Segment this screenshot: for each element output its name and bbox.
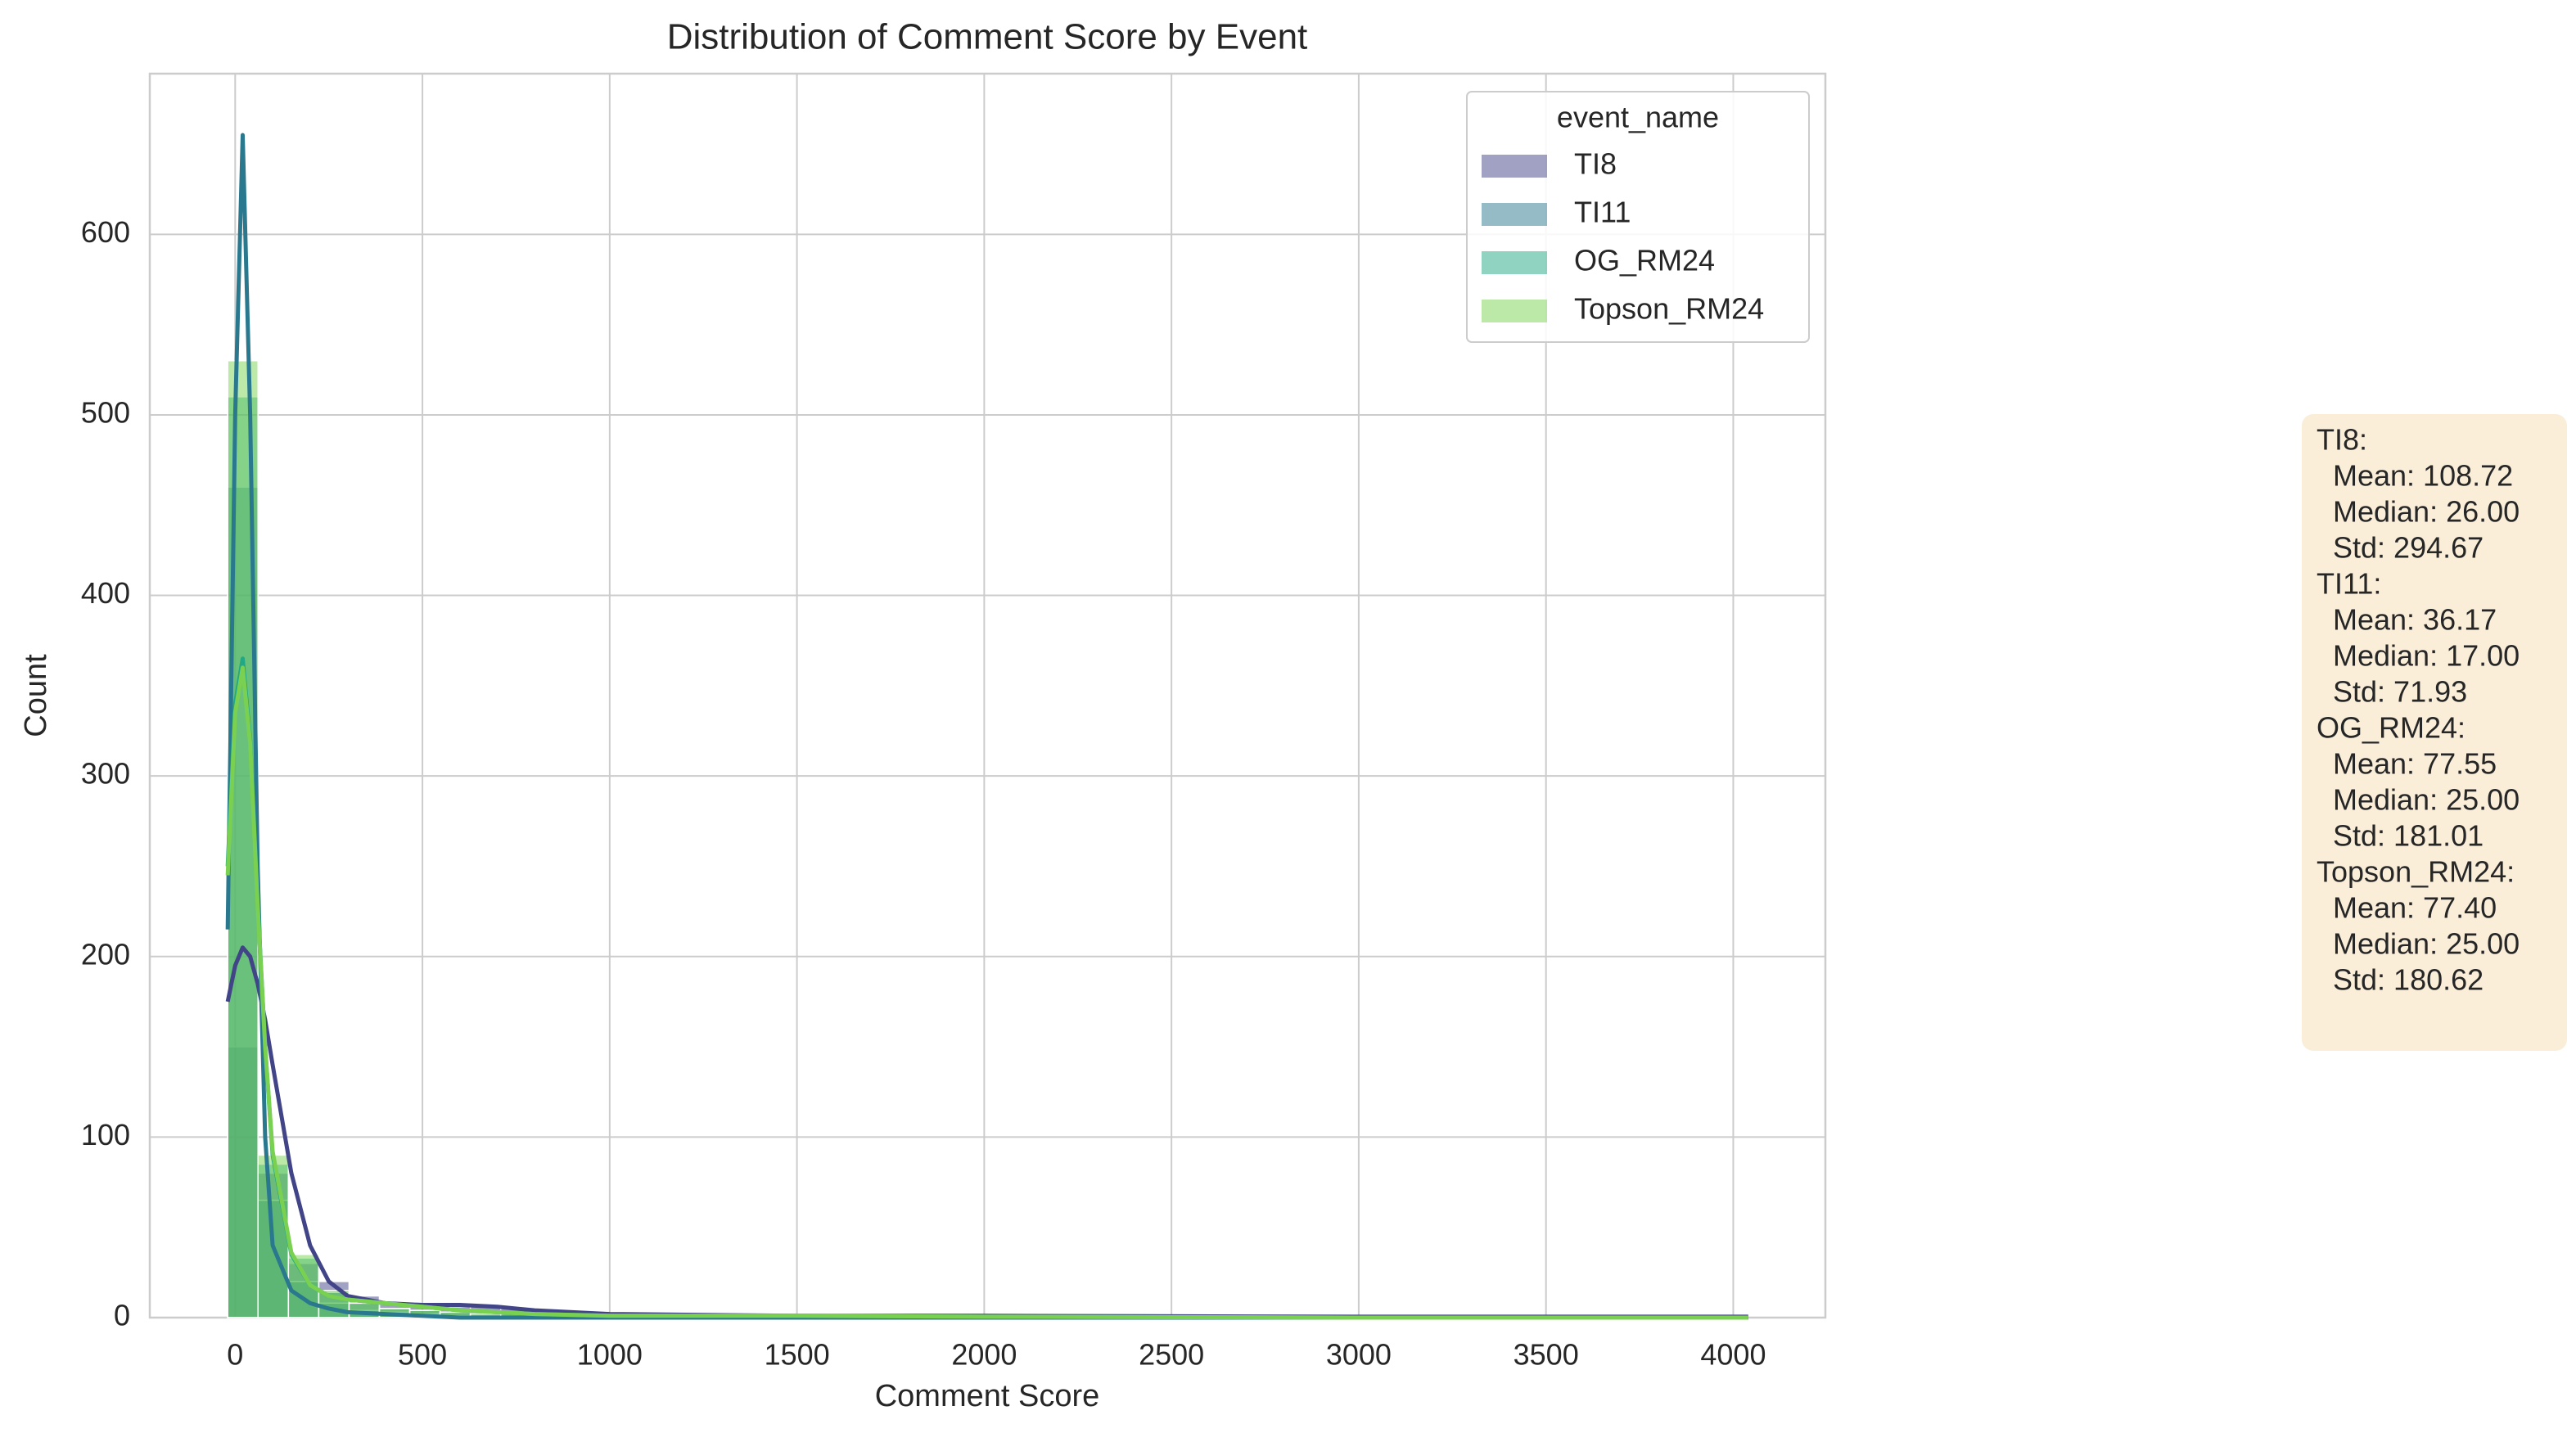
y-axis-label: Count bbox=[19, 654, 53, 737]
legend-swatch bbox=[1482, 203, 1547, 226]
y-tick-label: 500 bbox=[81, 395, 130, 429]
x-tick-label: 1000 bbox=[577, 1338, 643, 1372]
x-tick-label: 4000 bbox=[1700, 1338, 1766, 1372]
legend-title: event_name bbox=[1557, 101, 1719, 134]
stats-line: Median: 26.00 bbox=[2317, 495, 2520, 529]
legend-label: OG_RM24 bbox=[1574, 244, 1715, 277]
y-tick-label: 200 bbox=[81, 937, 130, 971]
stats-line: Std: 181.01 bbox=[2317, 819, 2484, 853]
stats-box bbox=[2302, 414, 2567, 1051]
y-tick-label: 600 bbox=[81, 215, 130, 249]
x-tick-label: 3500 bbox=[1514, 1338, 1579, 1372]
stats-line: Mean: 108.72 bbox=[2317, 459, 2513, 493]
legend-label: TI11 bbox=[1574, 196, 1631, 229]
stats-line: Median: 25.00 bbox=[2317, 927, 2520, 961]
legend-swatch bbox=[1482, 251, 1547, 274]
x-tick-label: 2000 bbox=[951, 1338, 1017, 1372]
stats-line: Std: 294.67 bbox=[2317, 531, 2484, 565]
stats-line: Std: 71.93 bbox=[2317, 675, 2467, 709]
stats-line: Median: 25.00 bbox=[2317, 783, 2520, 817]
x-tick-label: 1500 bbox=[765, 1338, 830, 1372]
legend-box bbox=[1466, 91, 1810, 343]
stats-line: Median: 17.00 bbox=[2317, 639, 2520, 673]
y-tick-label: 0 bbox=[114, 1299, 130, 1332]
chart-title: Distribution of Comment Score by Event bbox=[667, 17, 1308, 57]
legend-label: TI8 bbox=[1574, 147, 1617, 181]
x-axis-label: Comment Score bbox=[875, 1379, 1100, 1413]
legend-label: Topson_RM24 bbox=[1574, 292, 1764, 326]
y-tick-label: 100 bbox=[81, 1118, 130, 1151]
stats-line: Mean: 36.17 bbox=[2317, 603, 2497, 637]
y-tick-label: 300 bbox=[81, 757, 130, 791]
stats-line: TI11: bbox=[2317, 567, 2381, 601]
legend-swatch bbox=[1482, 300, 1547, 322]
stats-line: Mean: 77.55 bbox=[2317, 747, 2497, 781]
x-tick-label: 2500 bbox=[1139, 1338, 1204, 1372]
kde-line bbox=[225, 665, 1748, 1320]
stats-line: Std: 180.62 bbox=[2317, 963, 2484, 997]
stats-line: Mean: 77.40 bbox=[2317, 891, 2497, 925]
legend-swatch bbox=[1482, 155, 1547, 178]
stats-line: OG_RM24: bbox=[2317, 711, 2465, 745]
x-tick-label: 0 bbox=[227, 1338, 243, 1372]
stats-line: Topson_RM24: bbox=[2317, 855, 2515, 889]
y-tick-label: 400 bbox=[81, 576, 130, 610]
stats-line: TI8: bbox=[2317, 423, 2367, 457]
x-tick-label: 3000 bbox=[1326, 1338, 1392, 1372]
x-tick-label: 500 bbox=[398, 1338, 447, 1372]
